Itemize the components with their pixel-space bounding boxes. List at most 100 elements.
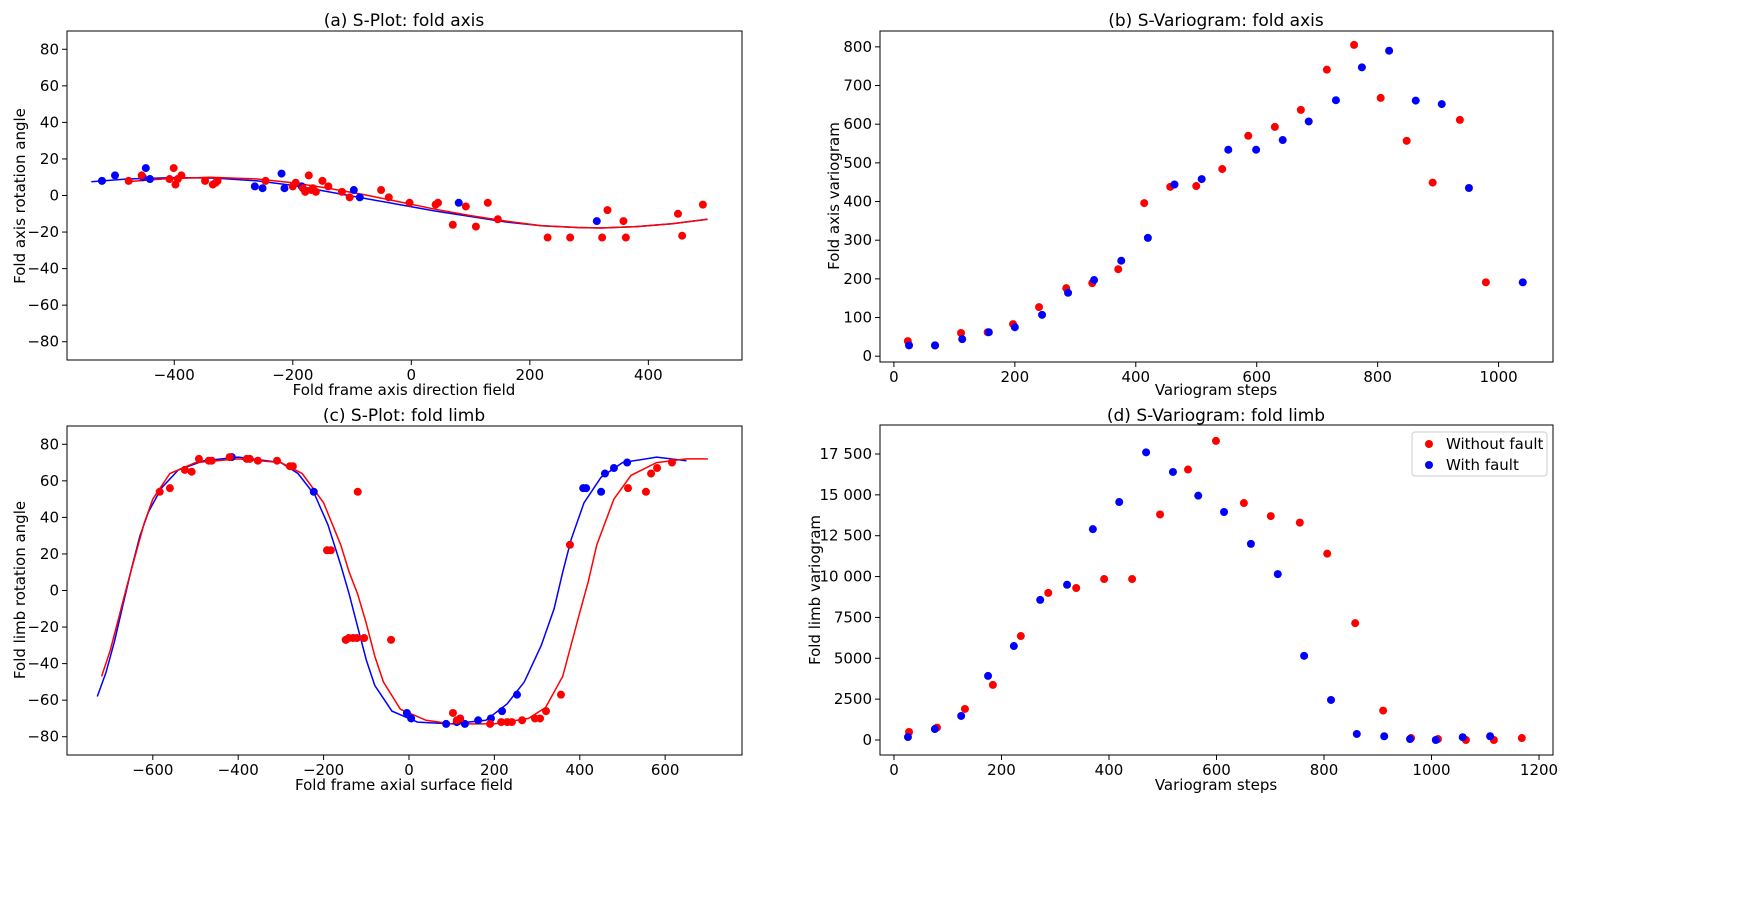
data-point-blue [513, 690, 521, 699]
data-point-blue [1088, 525, 1097, 534]
data-point-red [461, 202, 470, 211]
panel-d-ylabel: Fold limb variogram [806, 515, 824, 665]
y-tick-label: 700 [843, 77, 872, 95]
data-point-blue [1220, 508, 1229, 517]
data-point-red [261, 176, 270, 185]
data-point-red [678, 231, 687, 240]
plot-area [96, 453, 708, 728]
data-point-blue [474, 716, 483, 725]
data-point-blue [1437, 100, 1446, 109]
panel-c-ylabel: Fold limb rotation angle [11, 501, 29, 679]
data-point-red [337, 187, 346, 196]
data-point-blue [582, 484, 591, 493]
data-point-blue [1142, 448, 1151, 457]
y-tick-label: 0 [49, 582, 59, 600]
data-point-red [1035, 303, 1044, 312]
panel-b-xlabel: Variogram steps [1155, 381, 1278, 399]
x-tick-label: 400 [1121, 368, 1150, 386]
data-point-red [456, 714, 465, 723]
panel-b-s-variogram-fold-axis: (b) S-Variogram: fold axis Variogram ste… [825, 11, 1554, 399]
y-tick-label: 600 [843, 115, 872, 133]
data-point-red [543, 233, 552, 242]
y-tick-label: 10 000 [820, 568, 873, 586]
data-point-red [273, 456, 282, 465]
y-tick-label: −80 [27, 728, 59, 746]
data-point-blue [1458, 733, 1467, 742]
data-point-blue [1380, 732, 1389, 741]
data-point-blue [1170, 180, 1179, 189]
data-point-blue [597, 487, 606, 496]
data-point-red [566, 233, 575, 242]
x-tick-label: −600 [132, 761, 173, 779]
data-point-red [352, 634, 361, 643]
x-tick-label: 400 [565, 761, 594, 779]
data-point-red [673, 209, 682, 218]
y-tick-label: 60 [40, 77, 59, 95]
data-point-blue [250, 182, 259, 191]
y-tick-label: 300 [843, 231, 872, 249]
y-tick-label: −60 [27, 296, 59, 314]
data-point-red [405, 198, 414, 207]
plot-area [903, 436, 1526, 744]
y-tick-label: 40 [40, 508, 59, 526]
data-point-blue [930, 725, 939, 734]
y-tick-label: 800 [843, 38, 872, 56]
data-point-blue [905, 341, 914, 350]
data-point-red [1455, 115, 1464, 124]
legend-marker-blue [1425, 461, 1433, 469]
data-point-blue [1038, 310, 1047, 319]
data-point-blue [958, 335, 967, 344]
data-point-red [288, 462, 297, 471]
data-point-red [1100, 575, 1109, 584]
data-point-blue [1518, 278, 1527, 287]
data-point-red [1323, 549, 1332, 558]
x-tick-label: 200 [1001, 368, 1030, 386]
data-point-red [180, 465, 189, 474]
data-point-blue [1431, 735, 1440, 744]
data-point-blue [1486, 732, 1495, 741]
y-tick-label: −20 [27, 618, 59, 636]
data-point-red [1322, 65, 1331, 74]
data-point-blue [1143, 233, 1152, 242]
panel-b-title: (b) S-Variogram: fold axis [1108, 11, 1324, 31]
data-point-blue [1117, 256, 1126, 265]
x-tick-label: 400 [634, 366, 663, 384]
x-tick-label: 600 [1242, 368, 1271, 386]
x-tick-label: 0 [889, 761, 899, 779]
data-point-red [1428, 178, 1437, 187]
y-tick-label: 80 [40, 435, 59, 453]
data-point-blue [1406, 735, 1415, 744]
data-point-blue [280, 184, 289, 193]
x-tick-label: 0 [407, 366, 417, 384]
y-tick-label: 12 500 [820, 527, 873, 545]
data-point-red [1270, 122, 1279, 131]
data-point-blue [141, 164, 150, 173]
data-point-blue [454, 198, 463, 207]
data-point-red [1350, 40, 1359, 49]
data-point-blue [1036, 595, 1045, 604]
data-point-red [518, 716, 527, 725]
data-point-blue [1273, 570, 1282, 579]
data-point-blue [957, 711, 966, 720]
y-tick-label: 5000 [834, 649, 872, 667]
x-tick-label: 0 [889, 368, 899, 386]
data-point-blue [1224, 145, 1233, 154]
data-point-red [1517, 734, 1526, 743]
x-tick-label: 1200 [1520, 761, 1558, 779]
data-point-blue [623, 458, 632, 467]
data-point-red [641, 487, 650, 496]
data-point-red [471, 222, 480, 231]
data-point-blue [1331, 96, 1340, 105]
data-point-red [1114, 265, 1123, 274]
data-point-blue [1252, 145, 1261, 154]
data-point-blue [1064, 288, 1073, 297]
panel-d-title: (d) S-Variogram: fold limb [1107, 406, 1325, 426]
data-point-red [1402, 136, 1411, 145]
x-tick-label: 1000 [1412, 761, 1450, 779]
y-tick-label: 400 [843, 193, 872, 211]
panel-a-title: (a) S-Plot: fold axis [324, 11, 485, 31]
data-point-red [137, 171, 146, 180]
data-point-red [448, 708, 457, 717]
data-point-blue [309, 487, 318, 496]
